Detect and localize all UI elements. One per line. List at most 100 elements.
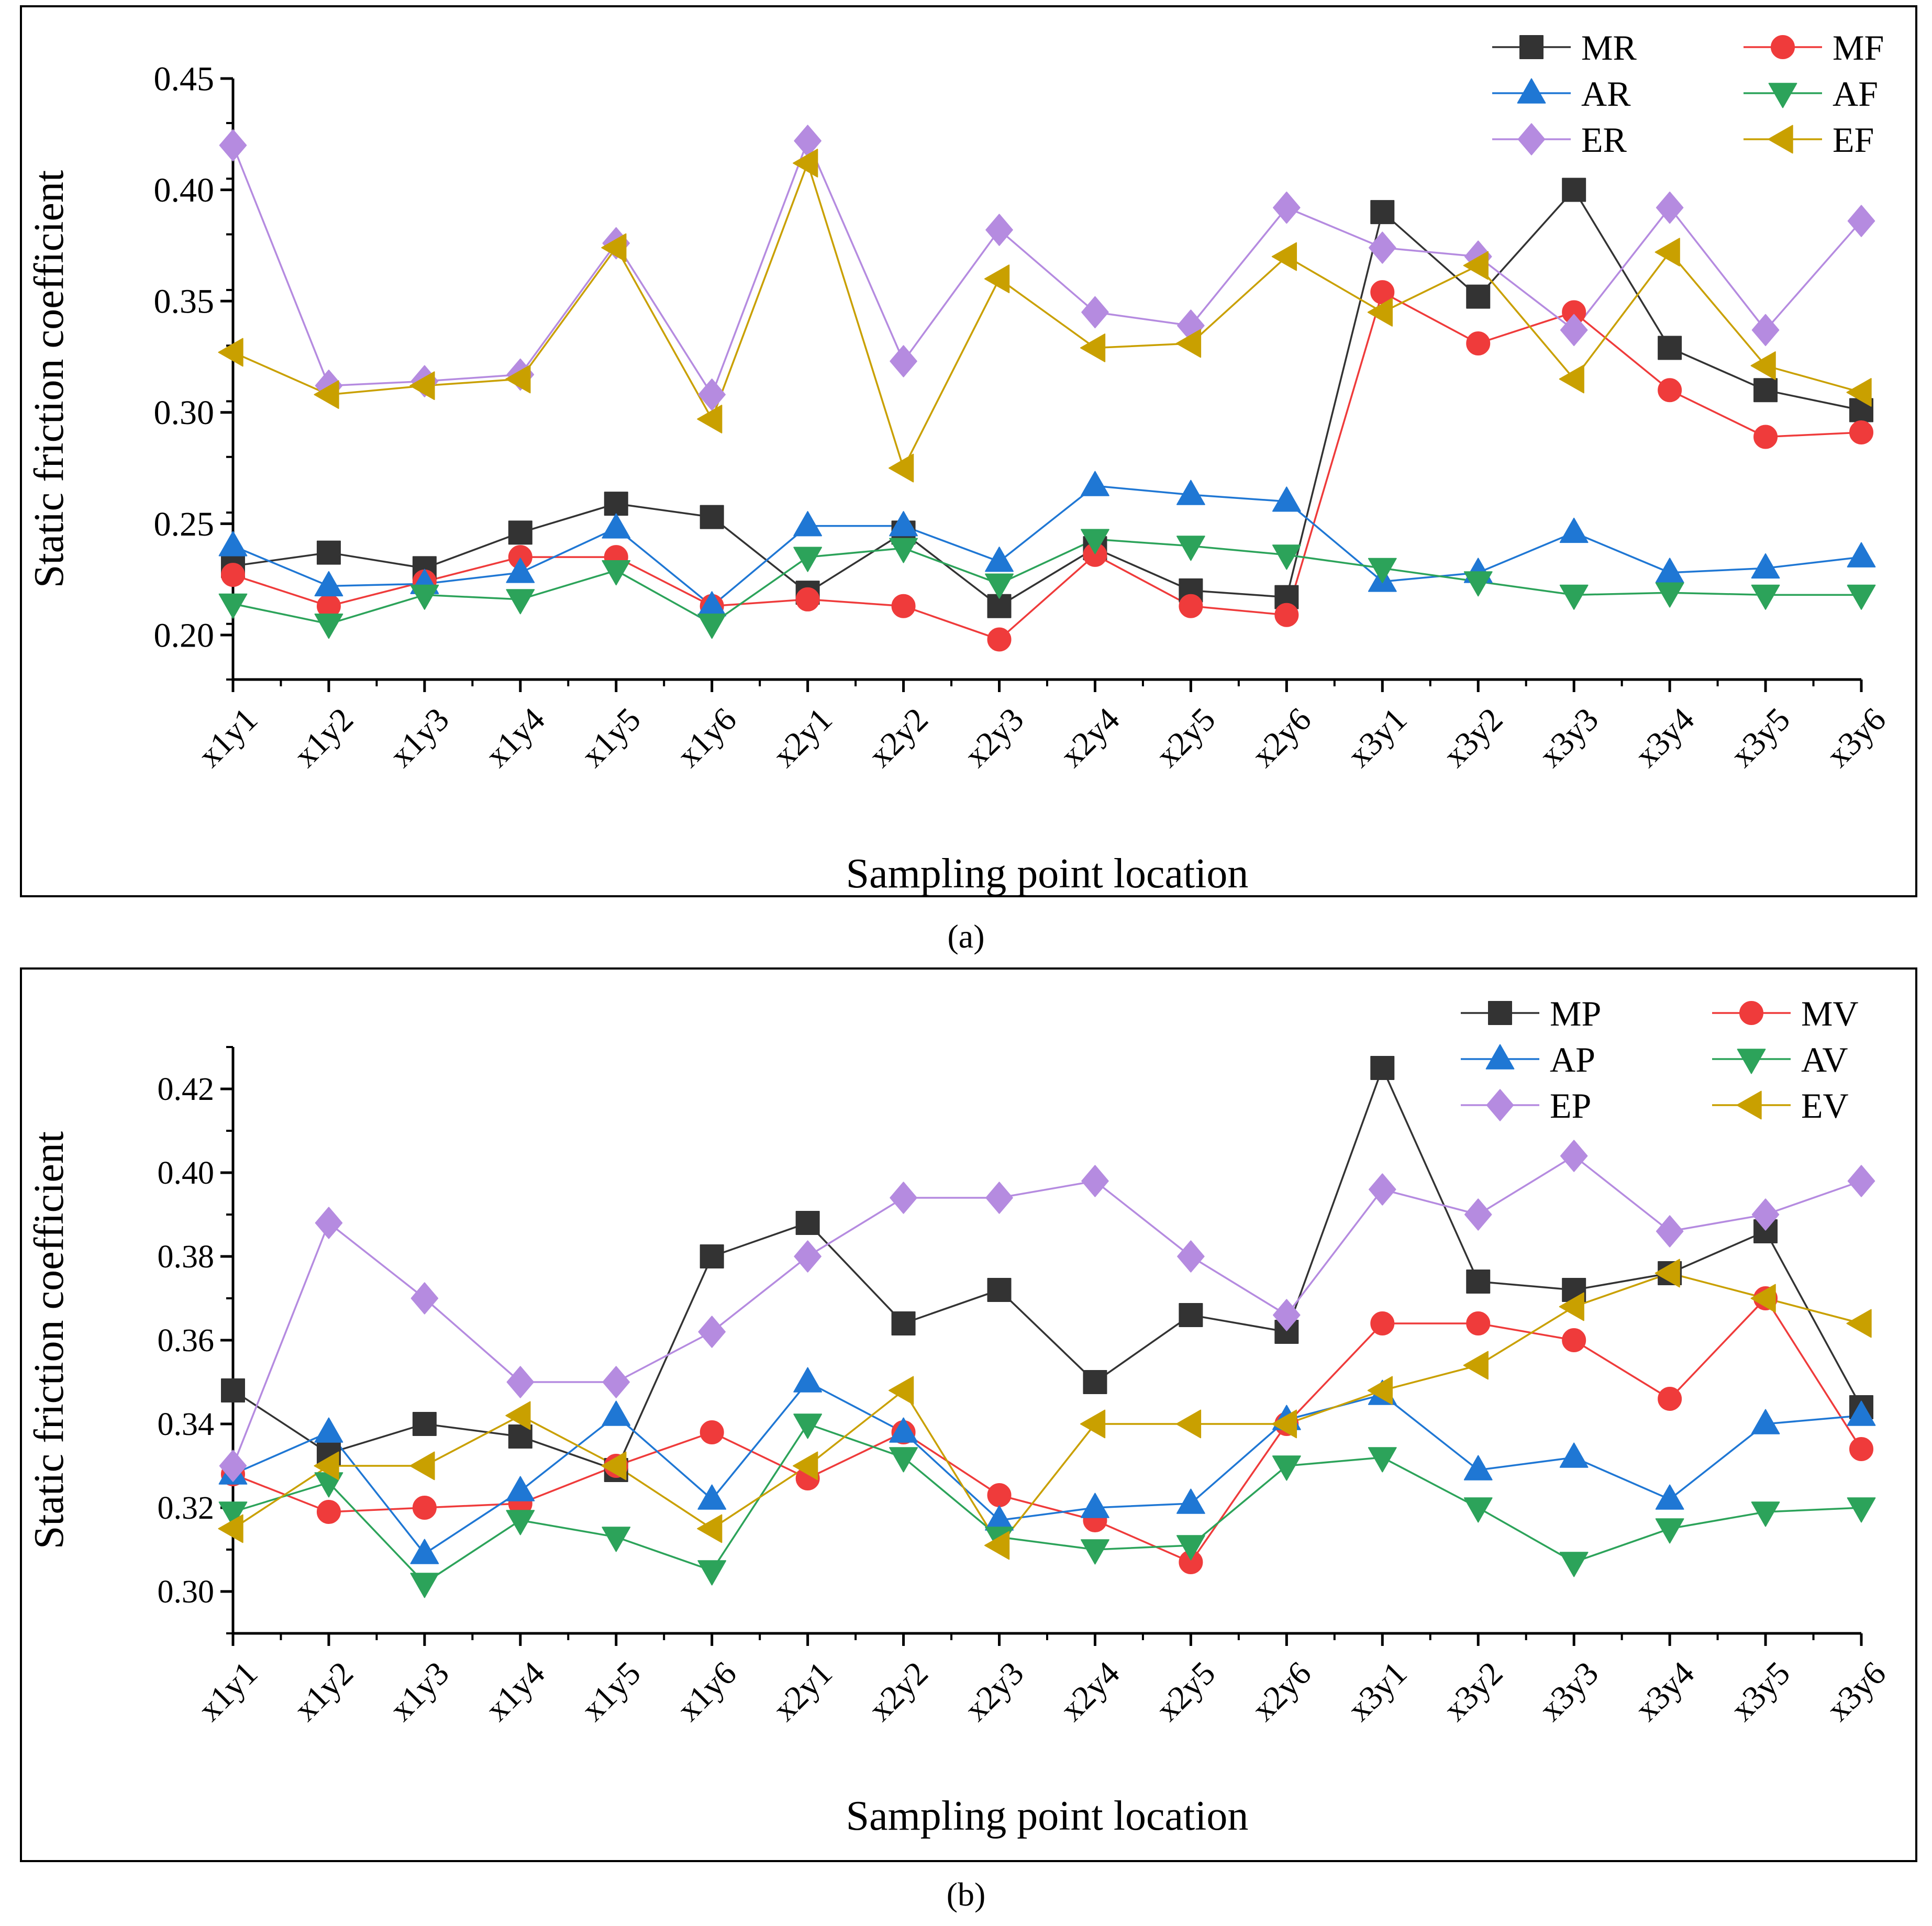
panel-b-y-tick-label: 0.36 bbox=[158, 1323, 215, 1359]
panel-b-y-tick-label: 0.42 bbox=[158, 1072, 215, 1107]
panel-b-point-ap bbox=[1559, 1442, 1589, 1468]
panel-a-point-mr bbox=[1753, 378, 1778, 403]
panel-a-series-line-mf bbox=[232, 291, 1862, 641]
panel-a-point-ef bbox=[409, 371, 435, 400]
panel-b-point-ep bbox=[315, 1207, 343, 1239]
panel-a-y-tick-label: 0.20 bbox=[154, 616, 215, 654]
panel-b-point-mv bbox=[412, 1496, 437, 1520]
panel-b-point-mp bbox=[221, 1378, 245, 1402]
panel-a-point-ar bbox=[793, 511, 823, 537]
panel-a-point-mf bbox=[1466, 331, 1491, 355]
panel-b-point-ev bbox=[1175, 1409, 1202, 1439]
panel-a-point-ef bbox=[505, 364, 531, 394]
panel-a-point-mr bbox=[1466, 284, 1491, 309]
panel-a-y-tick-label: 0.25 bbox=[154, 505, 215, 543]
panel-a-point-ef bbox=[1271, 242, 1297, 271]
panel-a-point-ar bbox=[1272, 486, 1301, 512]
panel-b-point-ap bbox=[889, 1417, 918, 1443]
panel-b-legend-marker-mv bbox=[1739, 1001, 1763, 1025]
panel-a-point-af bbox=[1272, 544, 1301, 570]
panel-a-y-axis-title: Static friction coefficient bbox=[26, 170, 72, 588]
panel-b-point-ep bbox=[794, 1240, 821, 1273]
panel-b-point-av bbox=[1081, 1539, 1109, 1565]
panel-b-y-tick-label: 0.32 bbox=[158, 1490, 215, 1526]
panel-a-point-er bbox=[1751, 314, 1780, 347]
panel-b-y-tick-label: 0.38 bbox=[158, 1239, 215, 1275]
panel-a-border bbox=[20, 5, 1917, 897]
panel-b-point-ev bbox=[793, 1451, 818, 1480]
panel-a-point-mf bbox=[1753, 425, 1778, 449]
panel-a-point-mf bbox=[1658, 378, 1682, 403]
panel-b-point-mp bbox=[891, 1311, 916, 1335]
panel-a-point-ef bbox=[1846, 378, 1872, 407]
panel-b-point-mv bbox=[699, 1420, 724, 1444]
panel-a-point-ef bbox=[1463, 251, 1489, 280]
panel-a-point-ef bbox=[1655, 238, 1680, 267]
panel-b-point-ap bbox=[410, 1539, 439, 1564]
panel-b-point-ev bbox=[218, 1514, 243, 1543]
panel-b-point-av bbox=[1559, 1552, 1589, 1577]
panel-b-point-ep bbox=[506, 1366, 535, 1398]
panel-a-point-af bbox=[314, 614, 343, 639]
panel-a-point-mr bbox=[699, 505, 724, 529]
panel-a-point-mr bbox=[1370, 200, 1395, 225]
panel-b-point-mv bbox=[1562, 1328, 1586, 1352]
panel-a-point-mf bbox=[1274, 603, 1299, 627]
panel-b-point-ev bbox=[409, 1451, 435, 1480]
panel-b-point-ep bbox=[410, 1282, 439, 1315]
panel-a-y-tick-label: 0.45 bbox=[154, 60, 215, 98]
panel-b-y-axis-title: Static friction coefficient bbox=[26, 1131, 72, 1549]
panel-b-point-ap bbox=[1847, 1400, 1876, 1426]
panel-a-point-er bbox=[890, 345, 917, 377]
panel-b-point-ev bbox=[1750, 1284, 1776, 1313]
panel-b-point-av bbox=[1463, 1497, 1493, 1523]
panel-a-point-af bbox=[889, 538, 918, 563]
panel-a-legend-label-mr: MR bbox=[1581, 28, 1637, 68]
panel-b-point-mp bbox=[412, 1412, 437, 1436]
panel-a-point-ar bbox=[602, 513, 631, 539]
panel-a-point-af bbox=[1559, 584, 1589, 610]
panel-b-point-av bbox=[218, 1501, 248, 1527]
panel-a-legend-marker-ef bbox=[1768, 125, 1793, 154]
panel-a-point-ef bbox=[1750, 351, 1776, 380]
panel-b-point-mp bbox=[1179, 1303, 1203, 1327]
panel-a-y-tick-label: 0.30 bbox=[154, 394, 215, 432]
panel-b-legend-label-mv: MV bbox=[1801, 994, 1859, 1033]
panel-b-point-ep bbox=[1273, 1299, 1301, 1331]
panel-a-point-ar bbox=[218, 531, 248, 556]
panel-a-point-mr bbox=[1274, 585, 1299, 609]
panel-b-point-av bbox=[1655, 1518, 1684, 1544]
panel-a-point-er bbox=[1273, 191, 1301, 224]
panel-a-point-ef bbox=[218, 338, 243, 367]
panel-b-caption: (b) bbox=[947, 1876, 986, 1913]
panel-a-series-line-mr bbox=[232, 188, 1862, 607]
panel-b-point-ap bbox=[1081, 1493, 1109, 1518]
panel-b-point-ap bbox=[697, 1484, 727, 1510]
panel-b-point-mp bbox=[699, 1244, 724, 1268]
panel-b-x-axis-title: Sampling point location bbox=[846, 1793, 1249, 1839]
panel-a-point-er bbox=[219, 129, 247, 162]
panel-a-point-ef bbox=[1559, 364, 1584, 394]
panel-b-legend-label-ep: EP bbox=[1550, 1086, 1591, 1126]
panel-a-legend-marker-mf bbox=[1771, 35, 1795, 59]
panel-a-point-ar bbox=[889, 511, 918, 537]
panel-a-legend-label-ar: AR bbox=[1581, 74, 1631, 114]
panel-b-point-ep bbox=[1368, 1173, 1396, 1206]
panel-a-legend-label-ef: EF bbox=[1833, 120, 1874, 160]
panel-a-point-mr bbox=[604, 492, 628, 516]
panel-b-point-ev bbox=[697, 1514, 723, 1543]
panel-a-legend-label-af: AF bbox=[1833, 74, 1878, 114]
panel-a-point-er bbox=[1081, 296, 1109, 329]
panel-b-point-mv bbox=[1658, 1387, 1682, 1411]
panel-a-series-line-er bbox=[232, 140, 1862, 396]
panel-b-point-ev bbox=[1655, 1259, 1680, 1288]
panel-b-point-mv bbox=[1466, 1311, 1491, 1335]
panel-b-point-mp bbox=[1370, 1056, 1395, 1080]
panel-b-series-line-ep bbox=[232, 1155, 1862, 1466]
panel-b-point-av bbox=[1272, 1455, 1301, 1481]
panel-a-legend-label-er: ER bbox=[1581, 120, 1627, 160]
panel-a-point-ef bbox=[889, 453, 914, 483]
panel-b-series-line-ap bbox=[232, 1381, 1862, 1555]
panel-a-legend-marker-mr bbox=[1519, 35, 1544, 59]
